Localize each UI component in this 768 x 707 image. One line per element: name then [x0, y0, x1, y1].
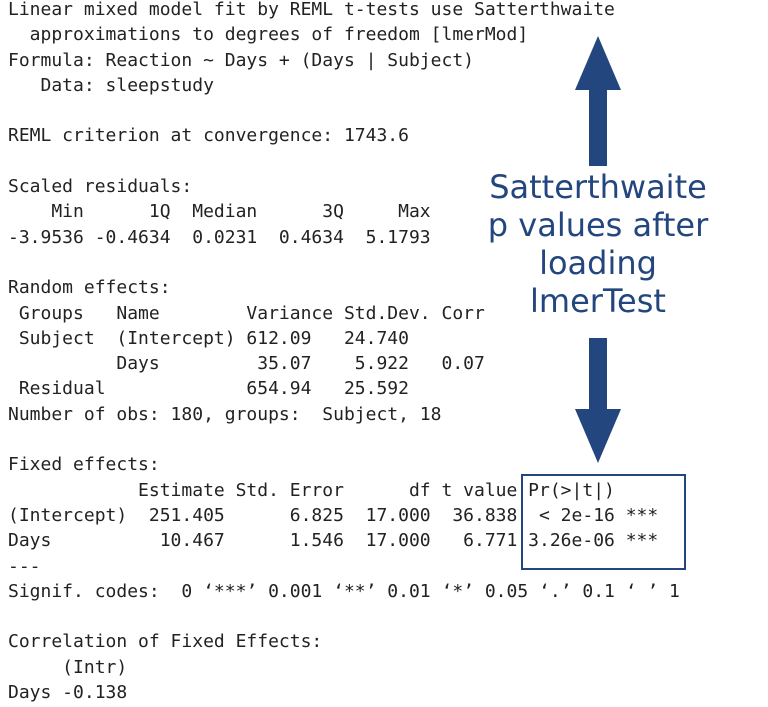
output-line: REML criterion at convergence: 1743.6	[8, 125, 409, 147]
highlight-box	[521, 474, 686, 570]
output-line: ---	[8, 555, 41, 577]
output-line: Residual 654.94 25.592	[8, 378, 409, 400]
output-block: Random effects: Groups Name Variance Std…	[8, 275, 680, 427]
output-line: Formula: Reaction ~ Days + (Days | Subje…	[8, 49, 474, 71]
output-line: Groups Name Variance Std.Dev. Corr	[8, 302, 485, 324]
output-line: Days 10.467 1.546 17.000 6.771 3.26e-06 …	[8, 530, 659, 552]
output-line: approximations to degrees of freedom [lm…	[8, 24, 529, 46]
output-line: -3.9536 -0.4634 0.0231 0.4634 5.1793	[8, 226, 431, 248]
console-output: Linear mixed model fit by REML t-tests u…	[8, 0, 680, 707]
output-line: Random effects:	[8, 277, 171, 299]
output-line: Fixed effects:	[8, 454, 160, 476]
output-line: Days 35.07 5.922 0.07	[8, 353, 485, 375]
output-block: Correlation of Fixed Effects: (Intr) Days…	[8, 629, 680, 705]
output-line: Linear mixed model fit by REML t-tests u…	[8, 0, 615, 20]
output-line: Scaled residuals:	[8, 176, 193, 198]
output-line: Signif. codes: 0 ‘***’ 0.001 ‘**’ 0.01 ‘…	[8, 580, 680, 602]
output-line: Number of obs: 180, groups: Subject, 18	[8, 403, 442, 425]
output-line: Estimate Std. Error df t value Pr(>|t|)	[8, 479, 615, 501]
output-line: Subject (Intercept) 612.09 24.740	[8, 327, 409, 349]
output-block: Fixed effects: Estimate Std. Error df t …	[8, 452, 680, 604]
annotation: Satterthwaite p values after loading lmerTe…	[468, 168, 728, 320]
output-line: (Intercept) 251.405 6.825 17.000 36.838 …	[8, 504, 659, 526]
annotation-line: Satterthwaite	[489, 168, 707, 206]
output-block: REML criterion at convergence: 1743.6	[8, 123, 680, 148]
up-arrow	[575, 36, 621, 166]
output-line: (Intr)	[8, 656, 128, 678]
output-line: Data: sleepstudy	[8, 74, 214, 96]
output-block: Linear mixed model fit by REML t-tests u…	[8, 0, 680, 98]
annotation-line: loading	[539, 244, 657, 282]
output-line: Min 1Q Median 3Q Max	[8, 201, 431, 223]
annotation-line: lmerTest	[530, 282, 666, 320]
output-block: Scaled residuals: Min 1Q Median 3Q Max -3…	[8, 174, 680, 250]
output-line: Days -0.138	[8, 682, 128, 704]
output-line: Correlation of Fixed Effects:	[8, 631, 323, 653]
down-arrow	[575, 338, 621, 463]
annotation-line: p values after	[487, 206, 709, 244]
